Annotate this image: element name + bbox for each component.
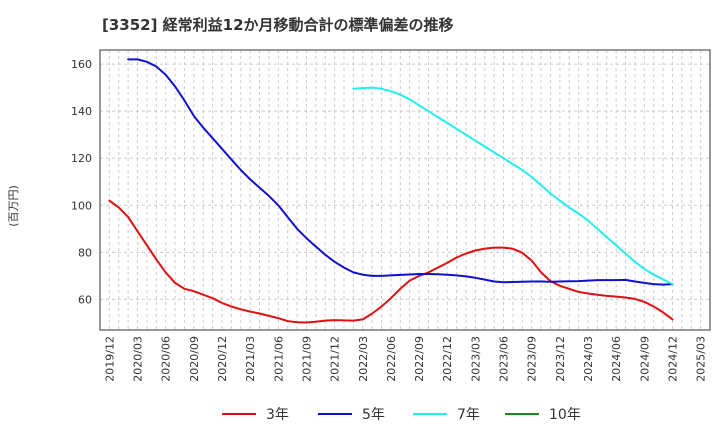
x-tick-label: 2024/03	[582, 336, 595, 382]
legend-label: 10年	[549, 407, 581, 423]
x-tick-label: 2023/06	[498, 336, 511, 382]
x-tick-label: 2020/09	[188, 336, 201, 382]
x-tick-label: 2024/12	[666, 336, 679, 382]
x-tick-label: 2022/03	[357, 336, 370, 382]
y-tick-label: 160	[71, 58, 92, 71]
x-axis-ticks: 2019/12 2020/03 2020/06 2020/09 2020/12 2021/…	[103, 336, 707, 382]
x-tick-label: 2023/03	[469, 336, 482, 382]
series-line-5年	[127, 58, 674, 286]
y-axis-label: (百万円)	[7, 185, 20, 227]
x-tick-label: 2019/12	[103, 336, 116, 382]
y-tick-label: 140	[71, 105, 92, 118]
series-lines	[108, 58, 674, 324]
x-tick-label: 2025/03	[695, 336, 708, 382]
x-tick-label: 2021/06	[272, 336, 285, 382]
x-tick-label: 2022/09	[413, 336, 426, 382]
y-tick-label: 100	[71, 199, 92, 212]
x-tick-label: 2024/06	[610, 336, 623, 382]
chart-title: [3352] 経常利益12か月移動合計の標準偏差の推移	[102, 16, 454, 34]
x-tick-label: 2021/12	[329, 336, 342, 382]
y-tick-label: 60	[78, 293, 92, 306]
grid	[99, 50, 711, 330]
x-tick-label: 2021/09	[300, 336, 313, 382]
x-tick-label: 2023/12	[554, 336, 567, 382]
x-tick-label: 2022/12	[441, 336, 454, 382]
x-tick-label: 2020/03	[132, 336, 145, 382]
x-tick-label: 2020/12	[216, 336, 229, 382]
y-tick-label: 120	[71, 152, 92, 165]
plot-frame	[99, 49, 711, 331]
x-tick-label: 2021/03	[244, 336, 257, 382]
legend-label: 3年	[266, 407, 289, 423]
legend: 3年 5年 7年 10年	[222, 407, 581, 423]
x-tick-label: 2020/06	[160, 336, 173, 382]
legend-label: 7年	[457, 407, 480, 423]
y-axis-ticks: 60 80 100 120 140 160	[71, 58, 92, 306]
y-tick-label: 80	[78, 246, 92, 259]
x-tick-label: 2023/09	[526, 336, 539, 382]
legend-label: 5年	[362, 407, 385, 423]
x-tick-label: 2022/06	[385, 336, 398, 382]
x-tick-label: 2024/09	[638, 336, 651, 382]
series-line-7年	[352, 86, 674, 286]
series-line-3年	[108, 199, 674, 324]
